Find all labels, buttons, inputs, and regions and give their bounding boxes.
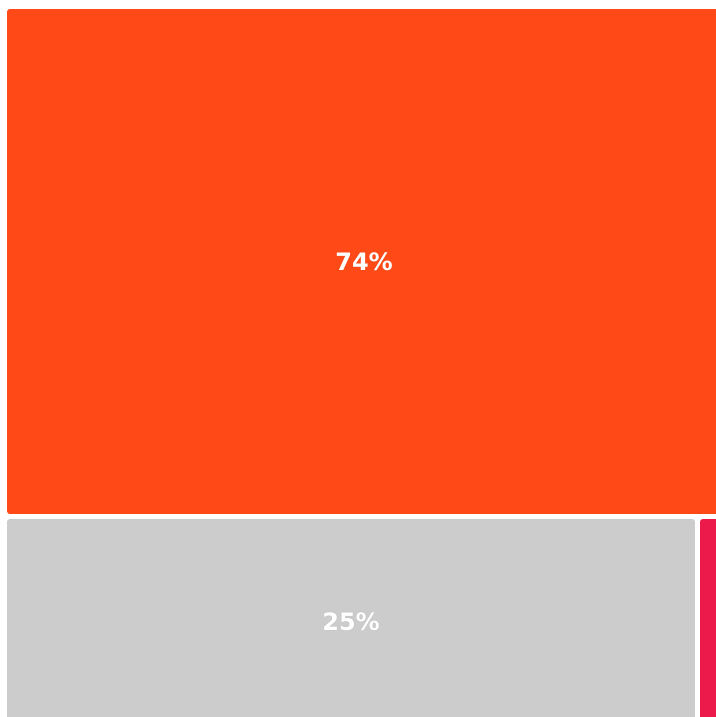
tile-1 bbox=[700, 519, 716, 717]
tile-label-74: 74% bbox=[335, 248, 393, 276]
tile-74 bbox=[7, 9, 716, 514]
tile-25 bbox=[7, 519, 695, 717]
tile-label-25: 25% bbox=[322, 608, 380, 636]
